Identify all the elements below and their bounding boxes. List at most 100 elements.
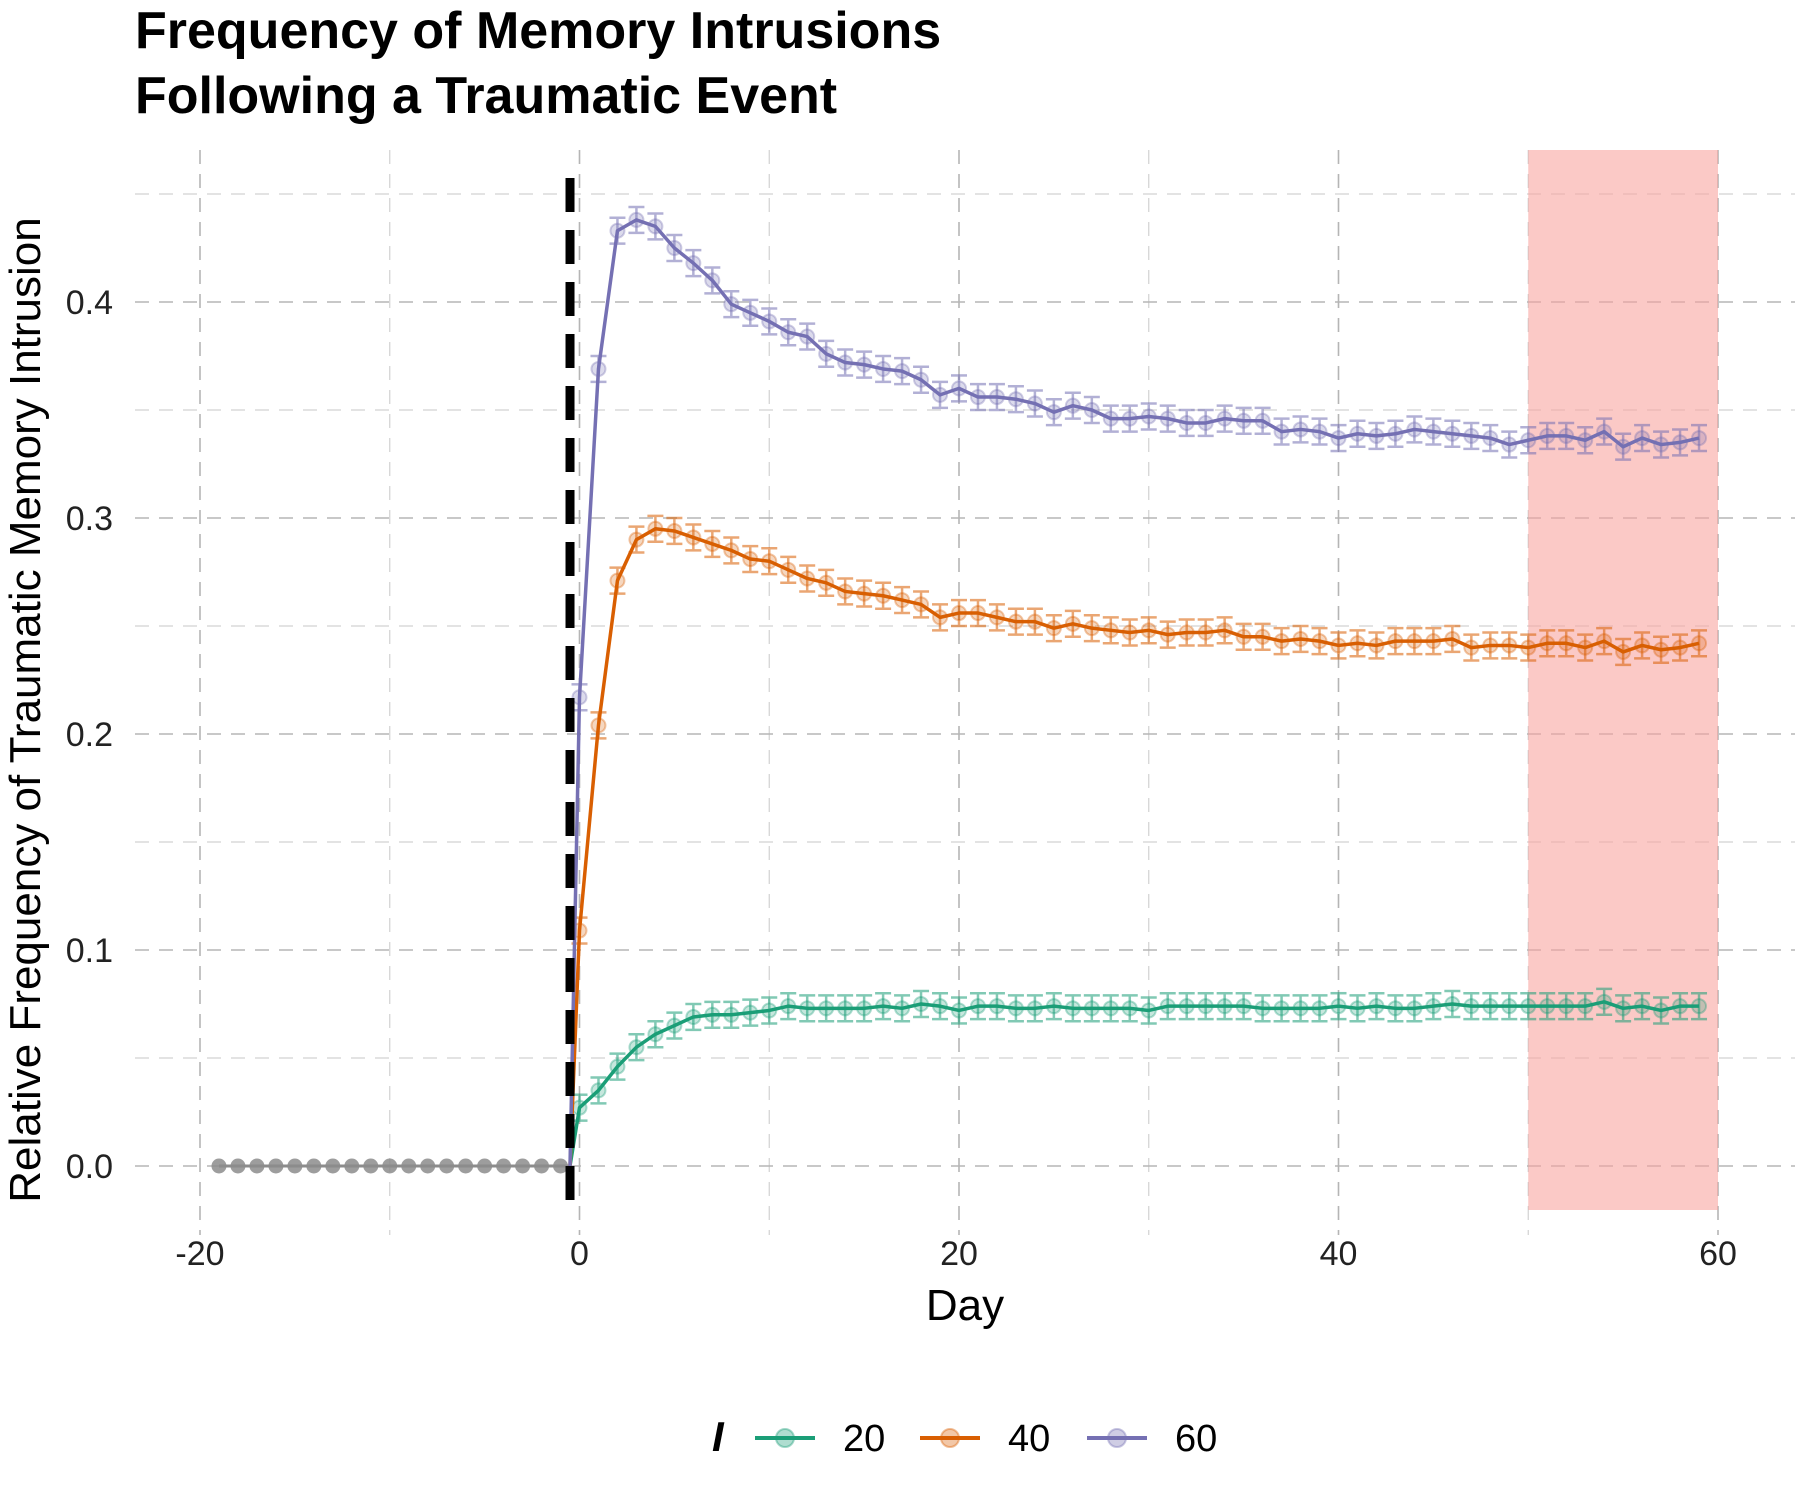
data-point	[875, 587, 892, 604]
error-bar	[988, 603, 1005, 632]
error-bar	[1178, 408, 1195, 438]
data-point	[1045, 998, 1062, 1015]
error-bar	[1368, 421, 1385, 451]
error-bar	[1577, 991, 1594, 1021]
data-point	[799, 1000, 816, 1017]
x-axis-title: Day	[926, 1281, 1004, 1330]
error-bar	[1330, 991, 1347, 1021]
error-bar	[988, 382, 1005, 412]
error-bar	[723, 536, 740, 565]
error-bar	[856, 579, 873, 608]
error-bar	[685, 1002, 702, 1032]
data-point	[1425, 423, 1442, 440]
data-point	[609, 222, 626, 239]
error-bar	[1311, 994, 1328, 1023]
data-point	[1368, 637, 1385, 654]
data-point	[875, 998, 892, 1015]
data-point	[837, 583, 854, 600]
data-point	[1577, 639, 1594, 656]
error-bar	[913, 989, 930, 1019]
data-point	[1501, 998, 1518, 1015]
error-bar	[1216, 616, 1233, 645]
error-bar	[1596, 987, 1613, 1017]
error-bar	[932, 380, 949, 410]
baseline-point	[458, 1158, 474, 1174]
data-point	[1558, 635, 1575, 652]
data-point	[932, 386, 949, 403]
data-point	[1463, 639, 1480, 656]
error-bar	[666, 516, 683, 546]
baseline-point	[306, 1158, 322, 1174]
error-bar	[666, 233, 683, 263]
data-point	[609, 572, 626, 589]
data-point	[1482, 998, 1499, 1015]
data-point	[1520, 432, 1537, 449]
data-point	[1672, 434, 1689, 451]
error-bar	[1691, 991, 1708, 1021]
error-bar	[1254, 406, 1271, 436]
data-point	[685, 1008, 702, 1025]
data-point	[1159, 626, 1176, 643]
error-bar	[1121, 404, 1138, 433]
error-bar	[1539, 629, 1556, 658]
error-bar	[969, 991, 986, 1021]
error-bar	[1672, 991, 1689, 1021]
error-bar	[1045, 613, 1062, 643]
error-bar	[969, 598, 986, 628]
data-point	[1406, 1000, 1423, 1017]
data-point	[1254, 412, 1271, 429]
data-point	[1634, 637, 1651, 654]
data-point	[704, 272, 721, 289]
data-point	[894, 363, 911, 380]
data-point	[1007, 391, 1024, 408]
error-bar	[1349, 419, 1366, 448]
data-point	[1292, 630, 1309, 647]
data-point	[1634, 998, 1651, 1015]
x-tick-label: 20	[940, 1235, 978, 1273]
data-point	[1330, 637, 1347, 654]
data-point	[1140, 408, 1157, 425]
data-point	[1387, 633, 1404, 650]
data-point	[1045, 404, 1062, 421]
error-bar	[590, 1076, 607, 1105]
data-point	[1425, 633, 1442, 650]
error-bar	[1463, 633, 1480, 662]
error-bar	[1653, 996, 1670, 1025]
data-point	[837, 1000, 854, 1017]
error-bar	[666, 1011, 683, 1040]
error-bar	[1216, 991, 1233, 1021]
shaded-region	[1528, 150, 1718, 1210]
error-bar	[1235, 991, 1252, 1021]
error-bar	[1007, 607, 1024, 636]
data-point	[1558, 427, 1575, 444]
error-bar	[1102, 404, 1119, 433]
data-point	[742, 551, 759, 568]
data-point	[571, 1099, 588, 1116]
legend-item-40: 40	[920, 1418, 1050, 1460]
data-point	[1292, 1000, 1309, 1017]
data-point	[1653, 1002, 1670, 1019]
error-bar	[1064, 391, 1081, 420]
error-bar	[1292, 415, 1309, 444]
legend-title: I	[712, 1413, 725, 1460]
data-point	[1615, 438, 1632, 455]
error-bar	[894, 356, 911, 386]
data-point	[1083, 1000, 1100, 1017]
error-bar	[1539, 991, 1556, 1021]
error-bar	[1615, 432, 1632, 461]
error-bar	[1083, 395, 1100, 425]
error-bar	[1216, 404, 1233, 433]
error-bar	[704, 266, 721, 295]
data-point	[571, 689, 588, 706]
error-bar	[1501, 631, 1518, 660]
data-point	[932, 609, 949, 626]
error-bar	[1007, 384, 1024, 414]
error-bar	[1577, 633, 1594, 662]
error-bar	[780, 318, 797, 347]
data-point	[1330, 998, 1347, 1015]
error-bar	[628, 205, 645, 235]
data-point	[1406, 421, 1423, 438]
data-point	[1501, 637, 1518, 654]
data-point	[780, 324, 797, 341]
error-bar	[1330, 423, 1347, 453]
